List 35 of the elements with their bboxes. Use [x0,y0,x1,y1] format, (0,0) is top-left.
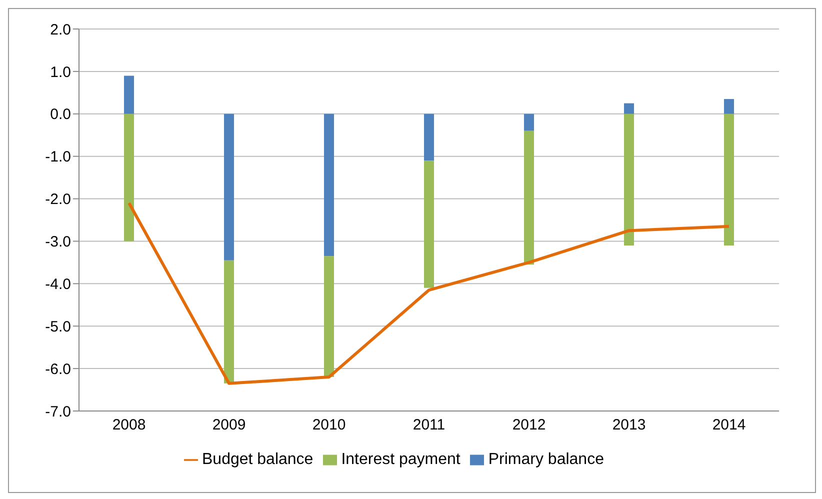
y-tick-label: 0.0 [50,106,71,124]
bar [424,160,434,288]
y-tick-label: -2.0 [45,191,71,208]
y-tick-label: -5.0 [45,318,71,336]
legend-label: Budget balance [202,451,314,468]
bar [424,114,434,161]
y-tick-label: -6.0 [45,360,71,378]
x-tick-label: 2011 [412,416,446,434]
x-tick-label: 2014 [712,416,746,434]
legend-label: Primary balance [488,451,604,468]
y-tick-label: -1.0 [45,148,71,166]
bar [524,114,534,131]
bar [624,103,634,114]
x-tick-label: 2013 [612,416,646,434]
bar [524,130,534,265]
y-tick-label: -3.0 [45,234,71,251]
y-tick-label: 2.0 [50,21,71,38]
bar [324,256,334,378]
bar [124,114,134,242]
legend-label: Interest payment [341,451,460,468]
y-tick-label: -7.0 [45,403,71,420]
x-tick-label: 2008 [112,416,146,434]
bar [724,99,734,114]
x-tick-label: 2012 [512,416,546,434]
line-series [128,202,730,385]
bar [324,114,334,256]
bar [624,114,634,246]
y-tick-label: 1.0 [50,64,71,81]
bar [224,260,234,384]
bar [124,76,134,114]
x-tick-label: 2009 [212,416,246,434]
x-tick-label: 2010 [312,416,346,434]
y-tick-label: -4.0 [45,276,71,293]
bar [224,114,234,260]
bar [724,114,734,246]
